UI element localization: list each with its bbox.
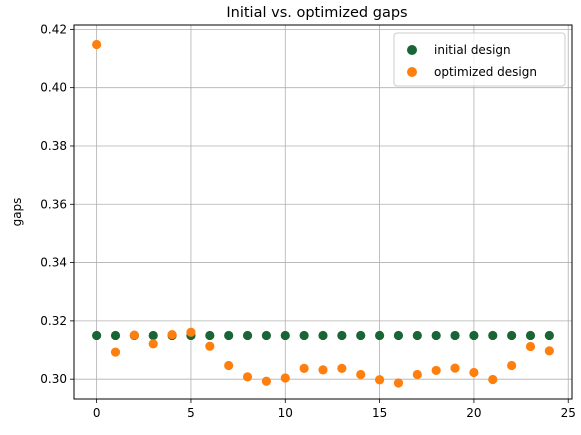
- data-point: [261, 376, 272, 386]
- data-point: [469, 367, 479, 378]
- x-tick-label: 15: [372, 406, 387, 420]
- data-point: [318, 365, 328, 375]
- data-point: [337, 363, 347, 373]
- data-point: [488, 330, 498, 341]
- data-point: [356, 330, 366, 341]
- data-point: [148, 330, 158, 341]
- plot-frame: [73, 24, 573, 400]
- y-axis-label: gaps: [10, 198, 24, 227]
- y-tick-label: 0.40: [40, 81, 67, 95]
- legend: initial design optimized design: [393, 32, 566, 87]
- data-point: [507, 360, 517, 371]
- data-point: [544, 330, 554, 341]
- data-point: [92, 39, 102, 50]
- data-point: [318, 330, 328, 341]
- data-point: [431, 330, 441, 341]
- data-point: [92, 330, 102, 341]
- data-point: [393, 330, 404, 341]
- chart-title: Initial vs. optimized gaps: [226, 5, 407, 21]
- x-tick-label: 20: [466, 406, 481, 420]
- series-layer: [92, 39, 554, 388]
- y-tick-label: 0.42: [40, 22, 67, 36]
- data-point: [412, 330, 422, 341]
- data-point: [525, 330, 536, 341]
- data-point: [469, 330, 479, 341]
- data-point: [110, 330, 121, 341]
- y-tick-label: 0.30: [40, 372, 67, 386]
- data-point: [431, 365, 441, 376]
- data-point: [374, 375, 385, 385]
- data-point: [242, 330, 253, 341]
- data-point: [356, 369, 366, 380]
- data-point: [280, 330, 290, 341]
- legend-label-optimized: optimized design: [434, 65, 537, 79]
- data-point: [242, 372, 253, 382]
- x-tick-label: 5: [187, 406, 195, 420]
- y-tick-label: 0.38: [40, 139, 67, 153]
- data-point: [261, 330, 272, 341]
- data-point: [393, 378, 404, 388]
- data-point: [488, 374, 498, 385]
- ticks-layer: 0 5 10 15 20 25 0.30 0.32 0.34 0.36 0.38 0.40 0.42: [40, 22, 576, 420]
- data-point: [544, 346, 554, 356]
- legend-marker-optimized: [407, 67, 417, 77]
- data-point: [525, 341, 536, 352]
- series-1: [92, 39, 554, 388]
- x-tick-label: 10: [278, 406, 293, 420]
- grid-lines: [74, 25, 572, 399]
- data-point: [129, 330, 139, 340]
- data-point: [205, 341, 215, 351]
- data-point: [412, 369, 422, 380]
- data-point: [186, 327, 196, 337]
- data-point: [450, 363, 460, 373]
- data-point: [507, 330, 517, 341]
- data-point: [148, 339, 158, 349]
- y-tick-label: 0.34: [40, 256, 67, 270]
- data-point: [224, 330, 234, 341]
- data-point: [337, 330, 347, 341]
- legend-box: [393, 32, 566, 87]
- y-tick-label: 0.32: [40, 314, 67, 328]
- data-point: [299, 363, 309, 373]
- y-tick-label: 0.36: [40, 197, 67, 211]
- data-point: [167, 329, 177, 340]
- x-tick-label: 25: [561, 406, 576, 420]
- legend-marker-initial: [407, 45, 417, 55]
- data-point: [374, 330, 385, 341]
- data-point: [224, 360, 234, 371]
- data-point: [280, 373, 290, 383]
- legend-label-initial: initial design: [434, 43, 511, 57]
- data-point: [450, 330, 460, 341]
- data-point: [110, 347, 121, 357]
- x-tick-label: 0: [93, 406, 101, 420]
- data-point: [299, 330, 309, 341]
- data-point: [205, 330, 215, 341]
